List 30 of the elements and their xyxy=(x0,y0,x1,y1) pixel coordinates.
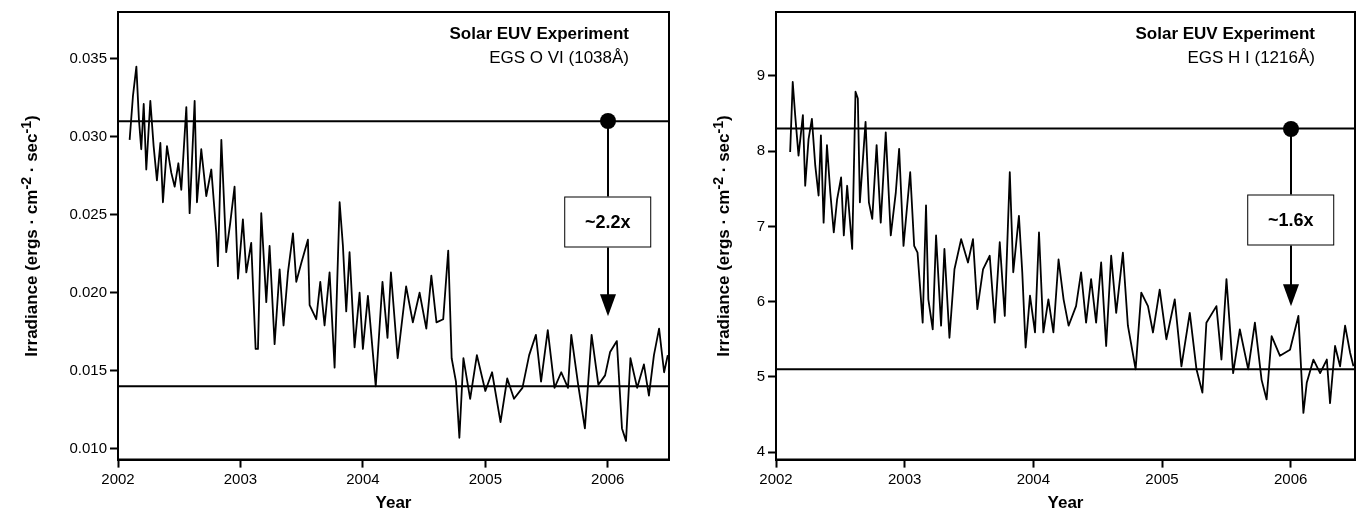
x-tick-label: 2006 xyxy=(1273,469,1308,487)
text: Solar EUV Experiment xyxy=(1135,23,1315,45)
x-tick-label: 2002 xyxy=(759,469,793,487)
annotation: ~1.6x xyxy=(1246,194,1335,246)
y-tick-label: 0.020 xyxy=(69,282,107,300)
x-tick-label: 2006 xyxy=(591,469,625,487)
y-tick-label: 6 xyxy=(756,291,765,309)
text: Solar EUV Experiment xyxy=(449,23,629,45)
y-tick-label: 8 xyxy=(756,141,765,159)
text: EGS O VI (1038Å) xyxy=(488,47,629,69)
y-tick-label: 7 xyxy=(756,216,765,234)
text: EGS H I (1216Å) xyxy=(1186,47,1315,69)
y-tick-label: 0.035 xyxy=(69,48,107,66)
y-tick-label: 5 xyxy=(756,366,765,384)
y-tick-label: 0.030 xyxy=(69,126,107,144)
x-axis-title: Year xyxy=(1047,493,1084,513)
x-tick-label: 2003 xyxy=(223,469,258,487)
x-axis-title: Year xyxy=(375,493,412,513)
y-tick-label: 9 xyxy=(756,66,765,84)
y-tick-label: 0.010 xyxy=(69,438,107,456)
x-tick-label: 2005 xyxy=(1145,469,1179,487)
x-tick-label: 2003 xyxy=(887,469,922,487)
x-tick-label: 2004 xyxy=(346,469,380,487)
x-tick-label: 2002 xyxy=(101,469,135,487)
annotation: ~2.2x xyxy=(563,196,652,248)
y-tick-label: 4 xyxy=(756,442,765,460)
x-tick-label: 2005 xyxy=(468,469,503,487)
x-tick-label: 2004 xyxy=(1016,469,1051,487)
y-tick-label: 0.025 xyxy=(69,204,107,222)
y-tick-label: 0.015 xyxy=(69,360,107,378)
